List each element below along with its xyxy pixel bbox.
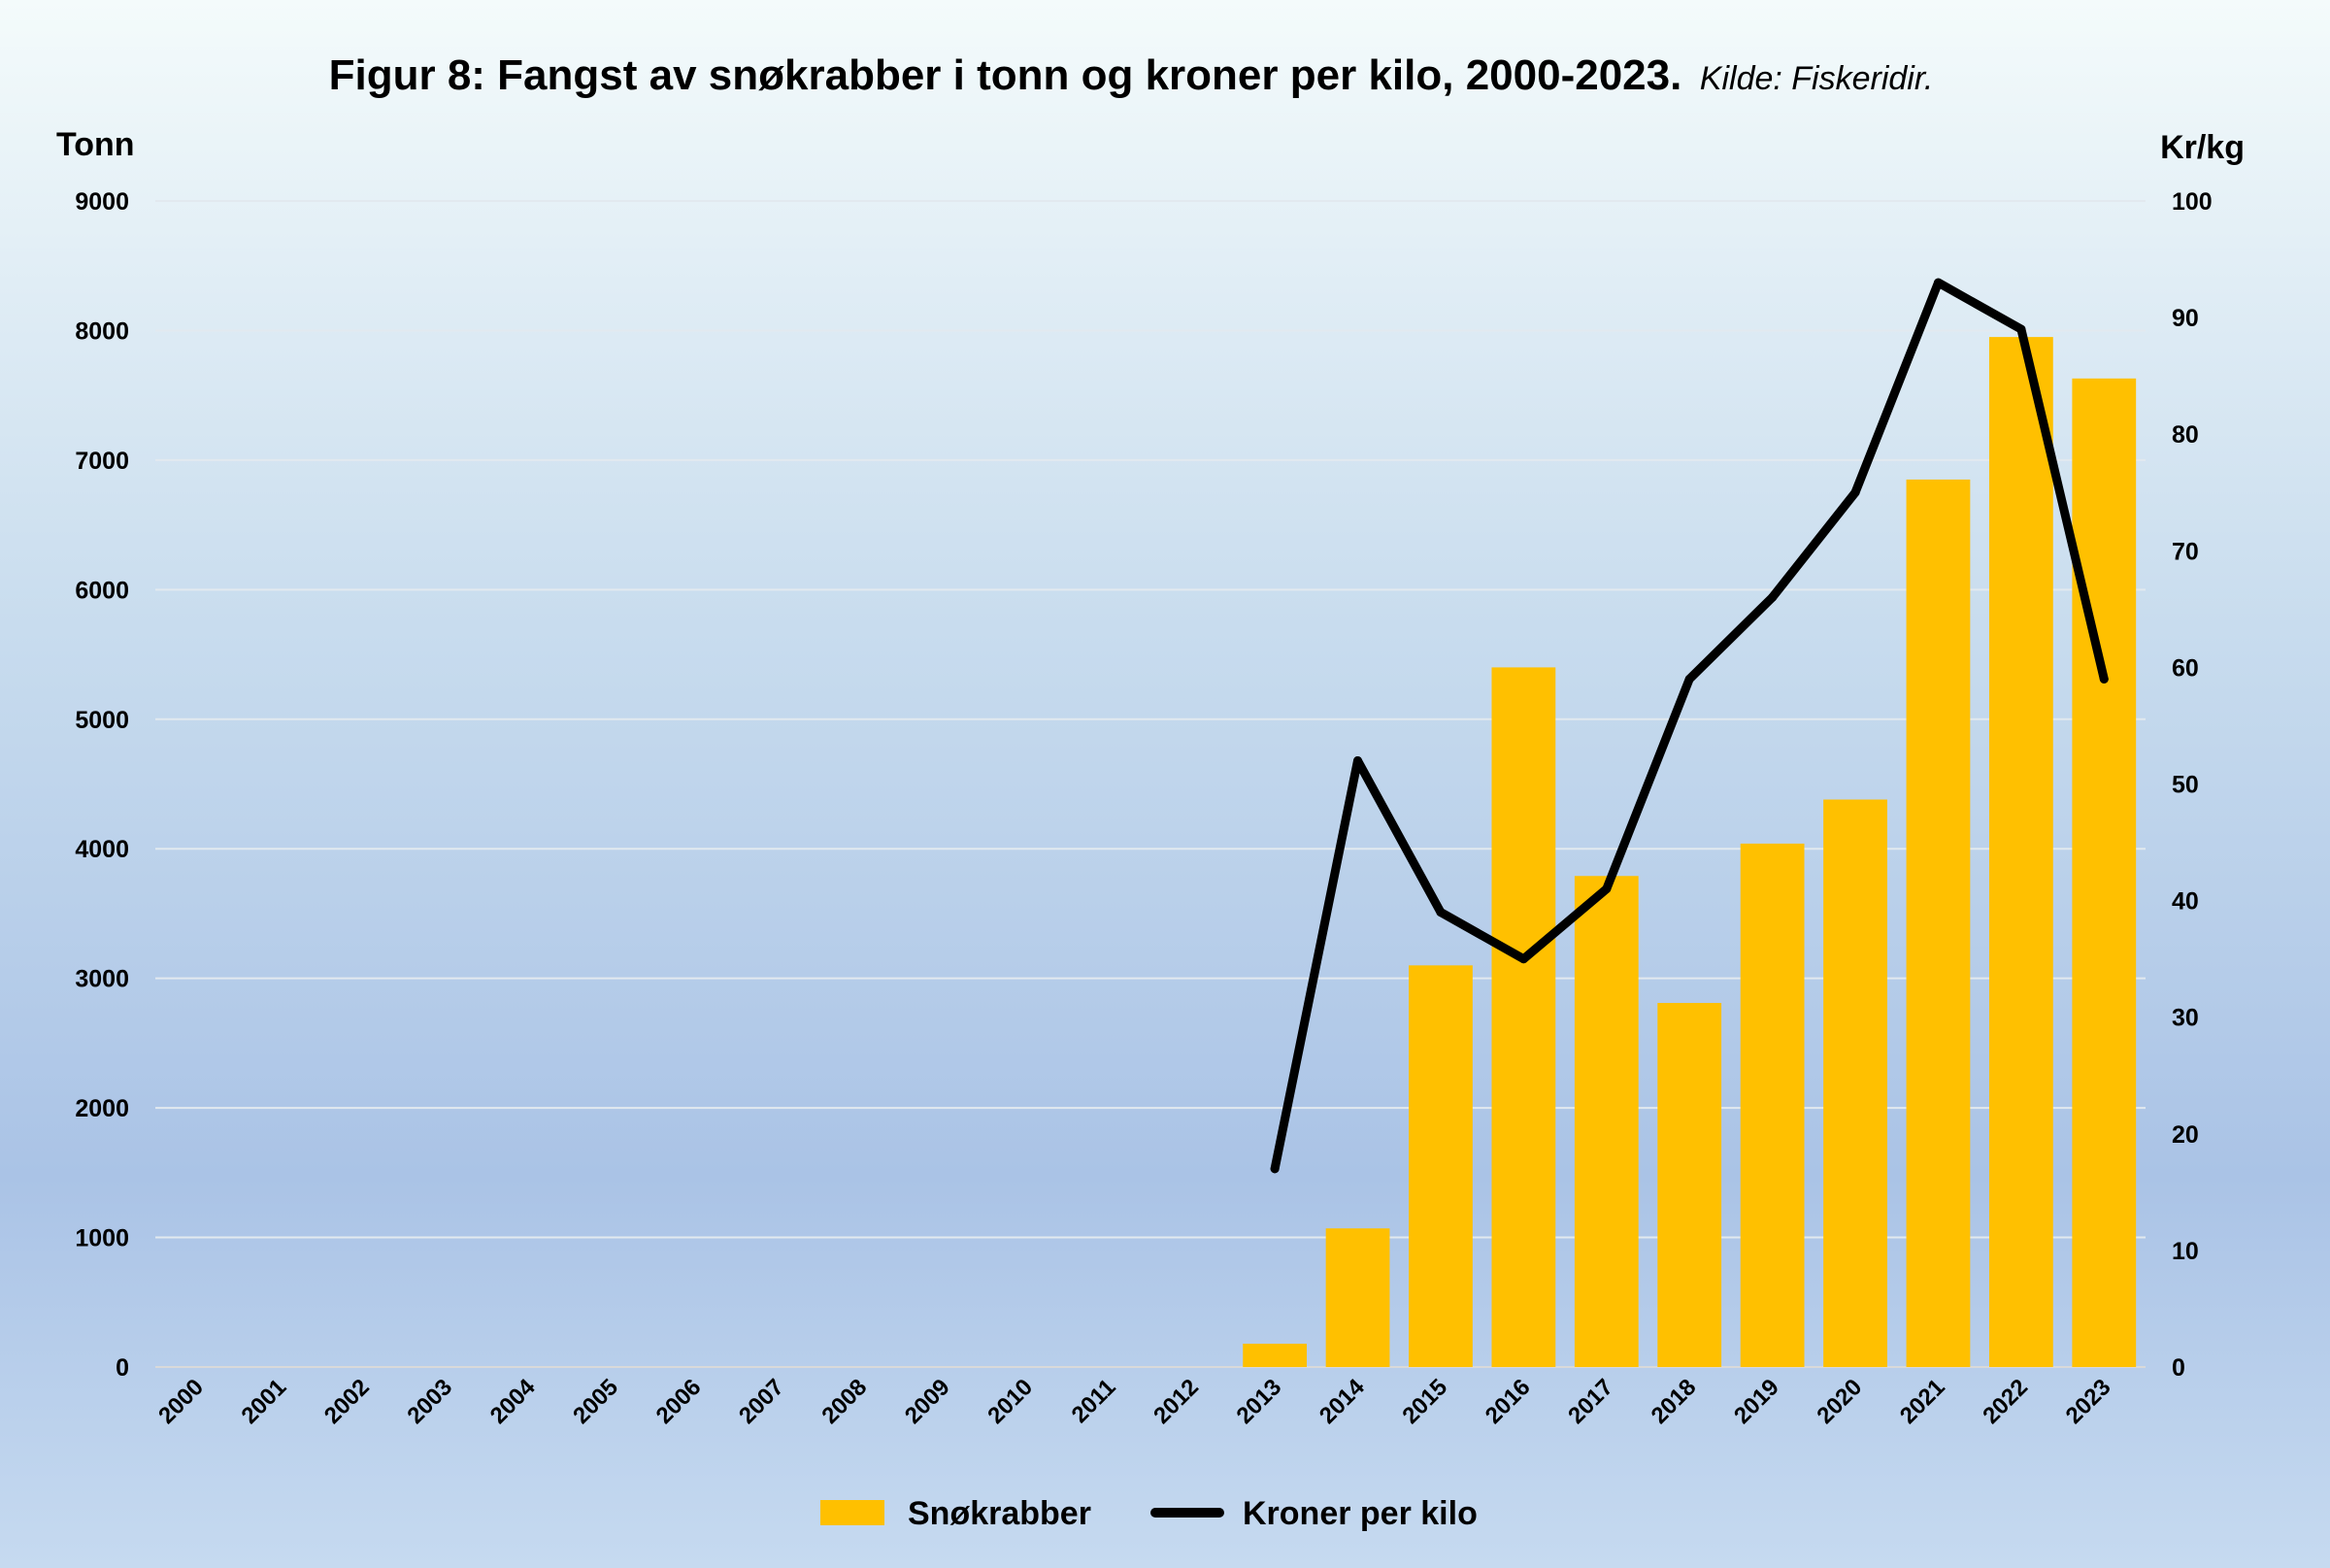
x-tick-2001: 2001: [237, 1374, 292, 1429]
bar-2019: [1740, 843, 1805, 1367]
right-tick-100: 100: [2172, 188, 2213, 216]
x-tick-2016: 2016: [1481, 1374, 1536, 1429]
right-tick-90: 90: [2172, 305, 2199, 332]
bar-2015: [1409, 965, 1473, 1367]
left-tick-9000: 9000: [75, 188, 129, 216]
x-tick-2010: 2010: [982, 1374, 1038, 1429]
left-axis-ticks: 0 1000 2000 3000 4000 5000 6000 7000 8000 9000: [75, 188, 129, 1382]
chart-title: Figur 8: Fangst av snøkrabber i tonn og …: [329, 51, 1934, 99]
line-point-2014: [1353, 755, 1363, 765]
line-point-2017: [1602, 884, 1612, 894]
right-tick-50: 50: [2172, 772, 2199, 799]
legend: Snøkrabber Kroner per kilo: [820, 1495, 1478, 1532]
x-tick-2009: 2009: [900, 1374, 955, 1429]
right-tick-70: 70: [2172, 538, 2199, 565]
bar-2014: [1325, 1228, 1390, 1367]
x-tick-2020: 2020: [1812, 1374, 1867, 1429]
x-tick-2011: 2011: [1067, 1374, 1121, 1428]
right-tick-30: 30: [2172, 1005, 2199, 1032]
line-point-2018: [1684, 674, 1694, 684]
line-point-2021: [1933, 278, 1943, 287]
x-tick-2014: 2014: [1315, 1374, 1370, 1429]
x-axis-ticks: 2000 2001 2002 2003 2004 2005 2006 2007 2008 2009…: [153, 1374, 2115, 1429]
x-tick-2018: 2018: [1647, 1374, 1702, 1429]
right-tick-10: 10: [2172, 1238, 2199, 1265]
line-series: [1270, 278, 2109, 1174]
left-tick-2000: 2000: [75, 1095, 129, 1122]
line-point-2023: [2099, 674, 2109, 684]
right-tick-60: 60: [2172, 654, 2199, 682]
bar-2018: [1657, 1003, 1722, 1367]
x-tick-2004: 2004: [485, 1374, 541, 1429]
left-tick-7000: 7000: [75, 448, 129, 475]
left-tick-0: 0: [116, 1354, 129, 1382]
left-tick-8000: 8000: [75, 317, 129, 345]
x-tick-2017: 2017: [1563, 1374, 1618, 1429]
line-point-2022: [2016, 324, 2026, 334]
x-tick-2023: 2023: [2061, 1374, 2116, 1429]
right-axis-ticks: 0 10 20 30 40 50 60 70 80 90 100: [2172, 188, 2213, 1382]
chart-source: Kilde: Fiskeridir.: [1700, 60, 1934, 97]
line-point-2020: [1850, 487, 1860, 497]
x-tick-2012: 2012: [1148, 1374, 1204, 1429]
right-tick-20: 20: [2172, 1121, 2199, 1149]
x-tick-2008: 2008: [816, 1374, 872, 1429]
x-tick-2000: 2000: [153, 1374, 209, 1429]
bar-2021: [1906, 479, 1971, 1368]
left-tick-6000: 6000: [75, 577, 129, 604]
bar-2023: [2072, 378, 2137, 1368]
left-tick-1000: 1000: [75, 1225, 129, 1252]
x-tick-2019: 2019: [1729, 1374, 1784, 1429]
right-tick-40: 40: [2172, 888, 2199, 916]
bar-2013: [1243, 1343, 1308, 1367]
right-tick-80: 80: [2172, 421, 2199, 449]
gridlines: [155, 200, 2146, 1368]
line-point-2013: [1270, 1164, 1280, 1174]
x-tick-2006: 2006: [651, 1374, 707, 1429]
bar-2017: [1574, 876, 1639, 1367]
left-tick-5000: 5000: [75, 707, 129, 734]
x-tick-2022: 2022: [1978, 1374, 2033, 1429]
x-tick-2015: 2015: [1397, 1374, 1452, 1429]
x-tick-2002: 2002: [319, 1374, 375, 1429]
x-tick-2003: 2003: [402, 1374, 457, 1429]
left-tick-4000: 4000: [75, 836, 129, 863]
bar-2022: [1988, 337, 2053, 1367]
bar-series: [1243, 337, 2137, 1368]
legend-label-bar: Snøkrabber: [908, 1495, 1091, 1532]
chart-title-main: Figur 8: Fangst av snøkrabber i tonn og …: [329, 51, 1682, 99]
right-axis-label: Kr/kg: [2160, 129, 2245, 166]
x-tick-2013: 2013: [1232, 1374, 1287, 1429]
left-axis-label: Tonn: [56, 126, 135, 163]
x-tick-2005: 2005: [568, 1374, 623, 1429]
x-tick-2007: 2007: [734, 1374, 789, 1429]
legend-swatch-bar: [820, 1500, 884, 1525]
line-point-2019: [1768, 592, 1778, 602]
line-point-2015: [1436, 908, 1446, 917]
legend-label-line: Kroner per kilo: [1243, 1495, 1478, 1532]
bar-2020: [1823, 799, 1887, 1367]
right-tick-0: 0: [2172, 1354, 2185, 1382]
bar-2016: [1491, 667, 1556, 1367]
line-point-2016: [1518, 954, 1528, 964]
x-tick-2021: 2021: [1895, 1374, 1950, 1429]
left-tick-3000: 3000: [75, 966, 129, 993]
